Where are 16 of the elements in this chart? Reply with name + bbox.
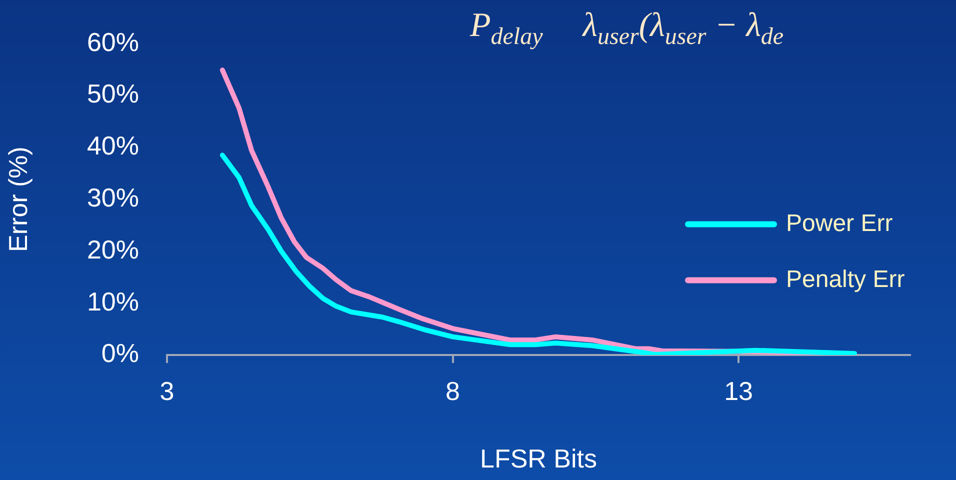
y-tick-label: 50% [86,78,139,109]
x-axis-title: LFSR Bits [480,444,598,474]
y-tick-label: 60% [86,26,139,57]
y-tick-label: 20% [86,234,139,264]
annotation: P$_{delay}$ [470,6,543,52]
x-tick-label: 3 [160,376,174,406]
x-tick-label: 8 [446,376,460,406]
y-tick-label: 40% [86,130,139,161]
y-tick-label: 10% [86,286,139,316]
annotation: λ$_{user}$(λ$_{user}$ − λ$_{de}$ [582,6,784,52]
y-tick-label: 30% [86,182,139,212]
x-tick-label: 13 [724,376,753,406]
legend-label: Power Err [786,210,893,237]
legend-label: Penalty Err [786,266,905,293]
y-tick-label: 0% [101,338,139,368]
y-axis-title: Error (%) [2,146,33,252]
